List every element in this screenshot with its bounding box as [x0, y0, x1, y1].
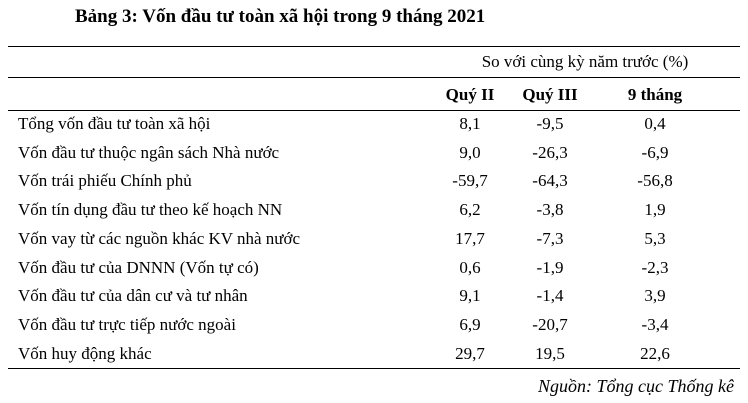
- row-label: Vốn đầu tư trực tiếp nước ngoài: [18, 314, 236, 334]
- cell: 6,2: [459, 200, 481, 220]
- cell: 5,3: [644, 228, 666, 248]
- cell: -20,7: [532, 314, 568, 334]
- cell: -1,4: [536, 286, 564, 306]
- row-label: Vốn huy động khác: [18, 343, 152, 363]
- rule: [8, 368, 740, 369]
- rule: [8, 46, 740, 47]
- rule: [8, 77, 740, 78]
- row-label: Tổng vốn đầu tư toàn xã hội: [18, 114, 211, 133]
- cell: -3,4: [641, 314, 669, 334]
- cell: -59,7: [452, 171, 488, 191]
- group-header: So với cùng kỳ năm trước (%): [481, 52, 689, 71]
- cell: 0,4: [644, 114, 666, 133]
- cell: -1,9: [536, 257, 564, 277]
- cell: 29,7: [455, 343, 485, 363]
- cell: 9,0: [459, 142, 481, 162]
- row-label: Vốn trái phiếu Chính phủ: [18, 171, 192, 191]
- column-header: Quý III: [522, 85, 578, 104]
- cell: -56,8: [637, 171, 673, 191]
- cell: 1,9: [644, 200, 666, 220]
- cell: 3,9: [644, 286, 666, 306]
- cell: -6,9: [641, 142, 669, 162]
- source: Nguồn: Tổng cục Thống kê: [538, 376, 734, 396]
- row-label: Vốn vay từ các nguồn khác KV nhà nước: [18, 228, 301, 248]
- cell: 6,9: [459, 314, 481, 334]
- row-label: Vốn tín dụng đầu tư theo kế hoạch NN: [18, 200, 283, 220]
- title: Bảng 3: Vốn đầu tư toàn xã hội trong 9 t…: [75, 6, 486, 27]
- row-label: Vốn đầu tư của DNNN (Vốn tự có): [18, 257, 259, 277]
- cell: -7,3: [536, 228, 564, 248]
- cell: 9,1: [459, 286, 481, 306]
- cell: -2,3: [641, 257, 669, 277]
- cell: -3,8: [536, 200, 564, 220]
- cell: 22,6: [640, 343, 670, 363]
- row-label: Vốn đầu tư thuộc ngân sách Nhà nước: [18, 142, 280, 162]
- cell: -9,5: [536, 114, 564, 133]
- cell: 8,1: [459, 114, 481, 133]
- cell: -26,3: [532, 142, 568, 162]
- column-header: 9 tháng: [627, 85, 683, 104]
- cell: 19,5: [535, 343, 565, 363]
- column-header: Quý II: [445, 85, 495, 104]
- row-label: Vốn đầu tư của dân cư và tư nhân: [18, 286, 248, 306]
- cell: -64,3: [532, 171, 568, 191]
- cell: 17,7: [455, 228, 485, 248]
- cell: 0,6: [459, 257, 481, 277]
- rule: [8, 110, 740, 111]
